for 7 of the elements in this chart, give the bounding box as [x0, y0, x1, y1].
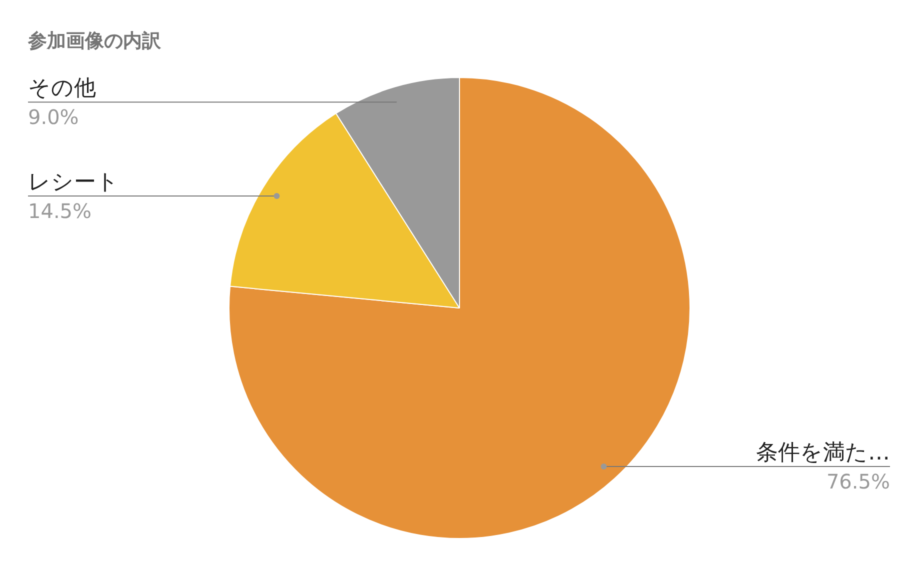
- data-label: 76.5%: [826, 470, 890, 494]
- slice-label: 条件を満た…: [756, 440, 890, 466]
- slice-label: レシート: [28, 170, 119, 195]
- data-label: 14.5%: [28, 198, 92, 223]
- data-label: 9.0%: [28, 105, 79, 130]
- chart-title: 参加画像の内訳: [28, 29, 161, 54]
- slice-label: その他: [28, 76, 96, 102]
